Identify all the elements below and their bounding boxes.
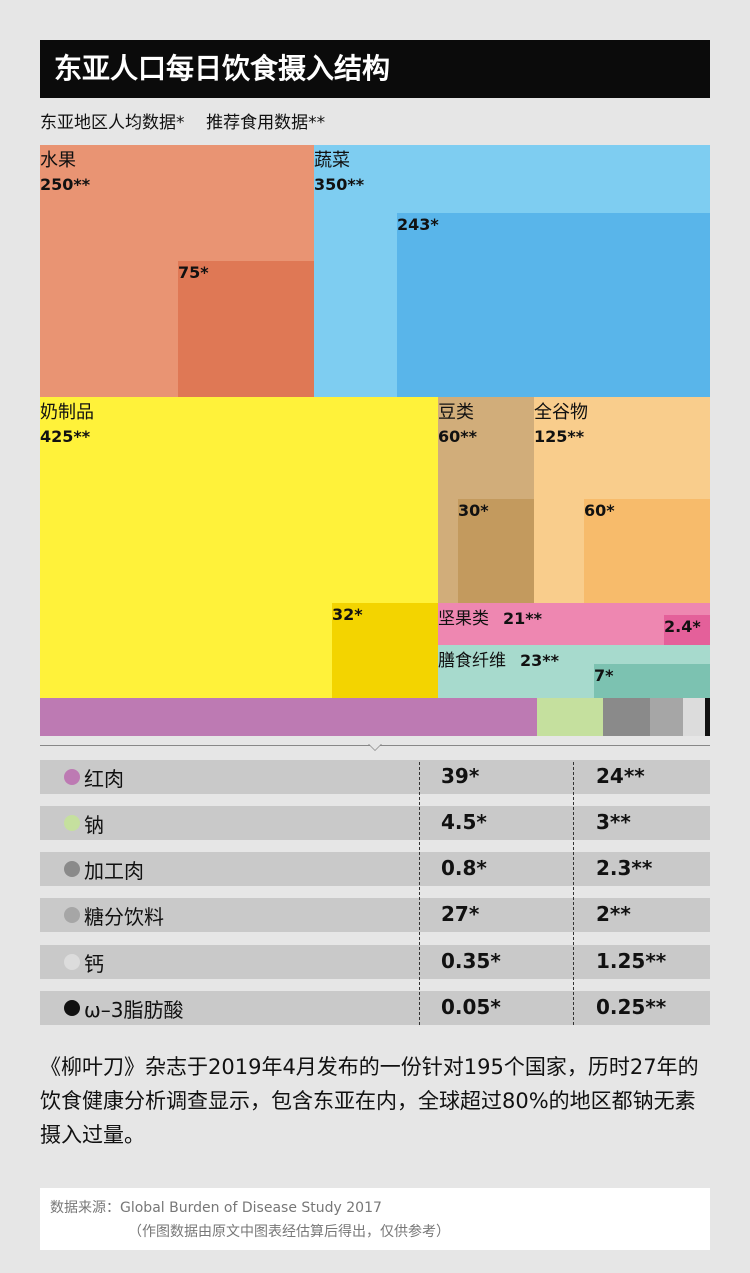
column-divider-2 bbox=[573, 762, 574, 1025]
block-dairy-actual-value: 32* bbox=[332, 605, 363, 624]
strip-omega3 bbox=[705, 698, 710, 736]
block-fruit: 水果 250** 75* bbox=[40, 145, 314, 397]
block-legumes-actual-value: 30* bbox=[458, 501, 489, 520]
strip-sodium bbox=[537, 698, 603, 736]
legend-dot-icon bbox=[64, 907, 80, 923]
block-nuts: 坚果类 21** 2.4* bbox=[438, 603, 710, 645]
row-recommended-value: 3** bbox=[596, 810, 631, 834]
table-row: 红肉 39* 24** bbox=[40, 760, 710, 794]
row-name: 红肉 bbox=[84, 767, 124, 791]
source-line-1: 数据来源：Global Burden of Disease Study 2017 bbox=[50, 1200, 382, 1216]
block-fruit-label: 水果 bbox=[40, 150, 76, 171]
row-name: 钙 bbox=[84, 952, 104, 976]
row-recommended-value: 2** bbox=[596, 902, 631, 926]
row-actual-value: 0.8* bbox=[441, 856, 487, 880]
legend-subtitle: 东亚地区人均数据* 推荐食用数据** bbox=[40, 113, 326, 133]
row-actual-value: 0.05* bbox=[441, 995, 501, 1019]
column-divider-1 bbox=[419, 762, 420, 1025]
strip-sugary-drinks bbox=[650, 698, 683, 736]
table-row: 钠 4.5* 3** bbox=[40, 806, 710, 840]
legend-dot-icon bbox=[64, 815, 80, 831]
block-legumes: 豆类 60** 30* bbox=[438, 397, 534, 603]
block-dairy-actual: 32* bbox=[332, 603, 438, 698]
block-whole-grains-actual: 60* bbox=[584, 499, 710, 603]
page-title: 东亚人口每日饮食摄入结构 bbox=[40, 40, 710, 98]
block-legumes-actual: 30* bbox=[458, 499, 534, 603]
block-vegetables-label: 蔬菜 bbox=[314, 150, 350, 171]
block-nuts-label: 坚果类 bbox=[438, 609, 489, 629]
row-recommended-value: 1.25** bbox=[596, 949, 667, 973]
table-row: 糖分饮料 27* 2** bbox=[40, 898, 710, 932]
table-row: 钙 0.35* 1.25** bbox=[40, 945, 710, 979]
source-box: 数据来源：Global Burden of Disease Study 2017… bbox=[40, 1188, 710, 1250]
block-fruit-actual-value: 75* bbox=[178, 263, 209, 282]
row-actual-value: 27* bbox=[441, 902, 480, 926]
block-vegetables-recommended: 350** bbox=[314, 175, 365, 194]
block-whole-grains-label: 全谷物 bbox=[534, 402, 588, 423]
block-dairy: 奶制品 425** 32* bbox=[40, 397, 438, 698]
block-whole-grains-recommended: 125** bbox=[534, 427, 585, 446]
block-vegetables-actual: 243* bbox=[397, 213, 710, 397]
row-recommended-value: 2.3** bbox=[596, 856, 653, 880]
block-legumes-label: 豆类 bbox=[438, 402, 474, 423]
table-row: ω–3脂肪酸 0.05* 0.25** bbox=[40, 991, 710, 1025]
block-dietary-fiber: 膳食纤维 23** 7* bbox=[438, 645, 710, 698]
block-fiber-recommended: 23** bbox=[520, 651, 559, 670]
row-name: 钠 bbox=[84, 813, 104, 837]
block-whole-grains-actual-value: 60* bbox=[584, 501, 615, 520]
block-dairy-label: 奶制品 bbox=[40, 402, 94, 423]
block-whole-grains: 全谷物 125** 60* bbox=[534, 397, 710, 603]
block-vegetables: 蔬菜 350** 243* bbox=[314, 145, 710, 397]
block-fruit-recommended: 250** bbox=[40, 175, 91, 194]
row-actual-value: 39* bbox=[441, 764, 480, 788]
legend-dot-icon bbox=[64, 861, 80, 877]
treemap-chart: 水果 250** 75* 蔬菜 350** 243* 奶制品 425** 32*… bbox=[40, 145, 710, 698]
block-fiber-actual-value: 7* bbox=[594, 666, 614, 685]
row-recommended-value: 0.25** bbox=[596, 995, 667, 1019]
strip-processed-meat bbox=[603, 698, 650, 736]
footnote-text: 《柳叶刀》杂志于2019年4月发布的一份针对195个国家，历时27年的饮食健康分… bbox=[40, 1055, 699, 1147]
row-name: 加工肉 bbox=[84, 859, 144, 883]
legend-dot-icon bbox=[64, 769, 80, 785]
minor-items-strip bbox=[40, 698, 710, 736]
block-fruit-actual: 75* bbox=[178, 261, 314, 397]
row-name: 糖分饮料 bbox=[84, 905, 164, 929]
block-nuts-actual-value: 2.4* bbox=[664, 617, 701, 636]
block-legumes-recommended: 60** bbox=[438, 427, 477, 446]
row-actual-value: 0.35* bbox=[441, 949, 501, 973]
strip-red-meat bbox=[40, 698, 537, 736]
block-fiber-label: 膳食纤维 bbox=[438, 651, 506, 671]
block-nuts-actual: 2.4* bbox=[664, 615, 710, 645]
table-row: 加工肉 0.8* 2.3** bbox=[40, 852, 710, 886]
block-fiber-actual: 7* bbox=[594, 664, 710, 698]
strip-calcium bbox=[683, 698, 705, 736]
source-line-2: （作图数据由原文中图表经估算后得出，仅供参考） bbox=[128, 1224, 450, 1240]
row-recommended-value: 24** bbox=[596, 764, 645, 788]
legend-dot-icon bbox=[64, 1000, 80, 1016]
block-nuts-recommended: 21** bbox=[503, 609, 542, 628]
block-dairy-recommended: 425** bbox=[40, 427, 91, 446]
row-name: ω–3脂肪酸 bbox=[84, 998, 184, 1022]
block-vegetables-actual-value: 243* bbox=[397, 215, 439, 234]
row-actual-value: 4.5* bbox=[441, 810, 487, 834]
legend-dot-icon bbox=[64, 954, 80, 970]
